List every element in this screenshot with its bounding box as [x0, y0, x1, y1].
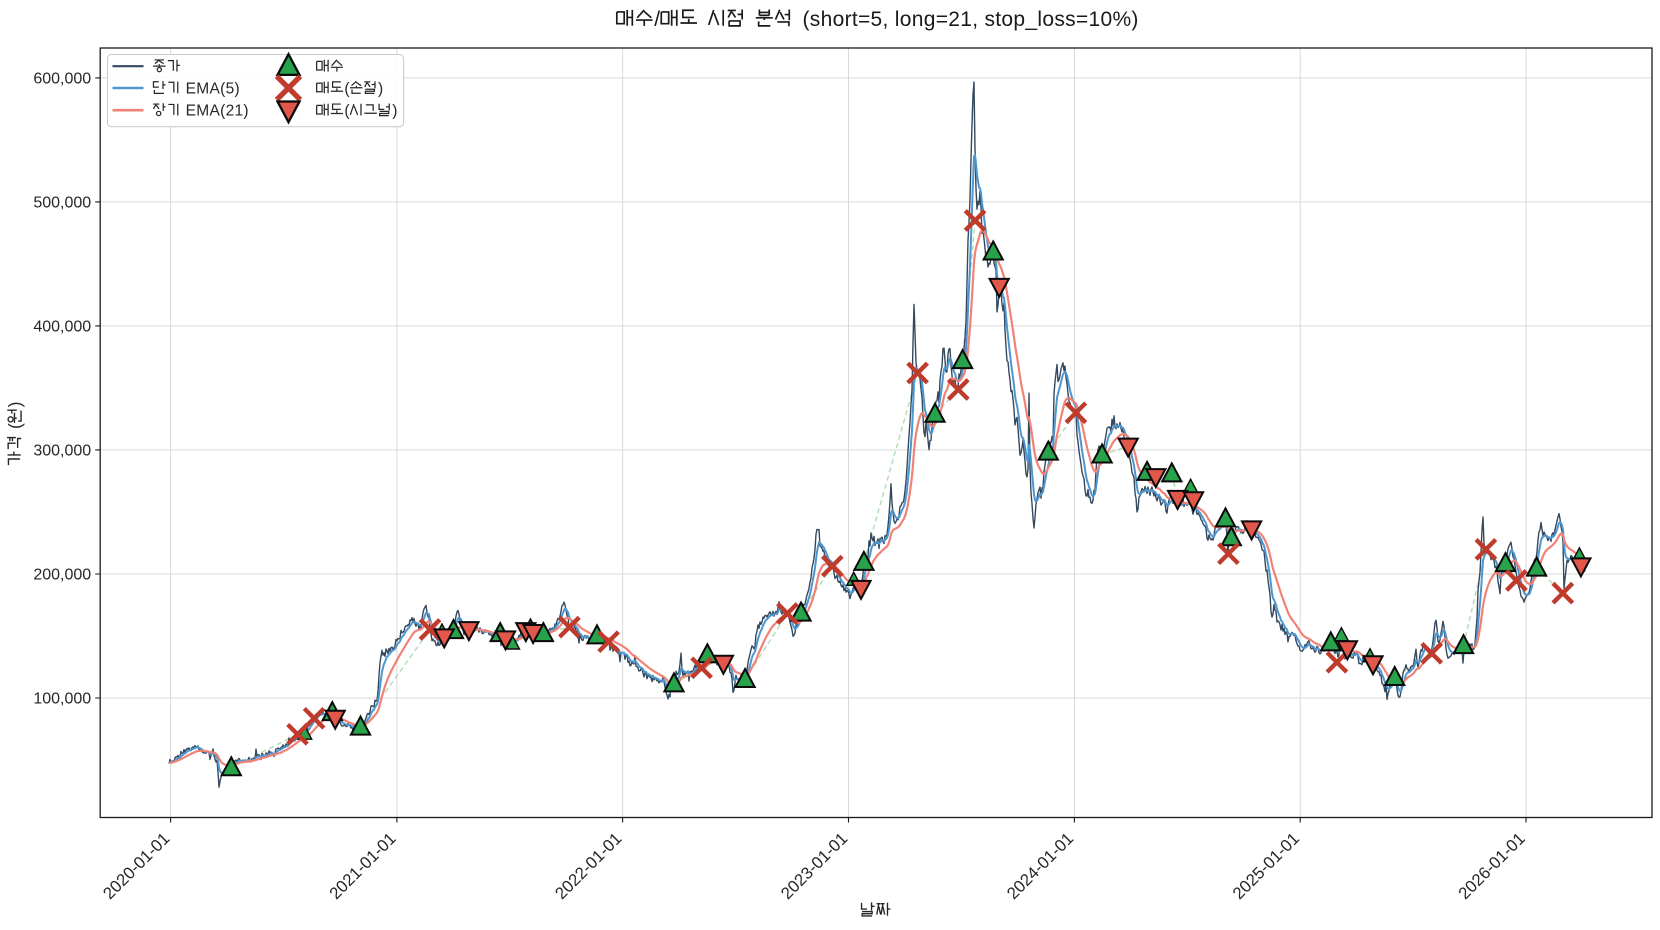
svg-text:300,000: 300,000	[33, 442, 91, 459]
svg-text:): )	[378, 81, 383, 98]
svg-text:400,000: 400,000	[33, 318, 91, 335]
svg-text:(: (	[5, 423, 25, 434]
svg-text:EMA(21): EMA(21)	[181, 103, 249, 120]
svg-text:500,000: 500,000	[33, 194, 91, 211]
svg-text:(: (	[344, 81, 350, 98]
svg-text:600,000: 600,000	[33, 70, 91, 87]
svg-text:): )	[392, 103, 397, 120]
svg-text:EMA(5): EMA(5)	[181, 81, 240, 98]
svg-text:): )	[5, 401, 25, 407]
svg-text:/: /	[654, 8, 660, 31]
svg-text:200,000: 200,000	[33, 567, 91, 584]
svg-text:(short=5, long=21, stop_loss=1: (short=5, long=21, stop_loss=10%)	[803, 8, 1139, 31]
svg-text:(: (	[344, 103, 350, 120]
svg-text:100,000: 100,000	[33, 691, 91, 708]
